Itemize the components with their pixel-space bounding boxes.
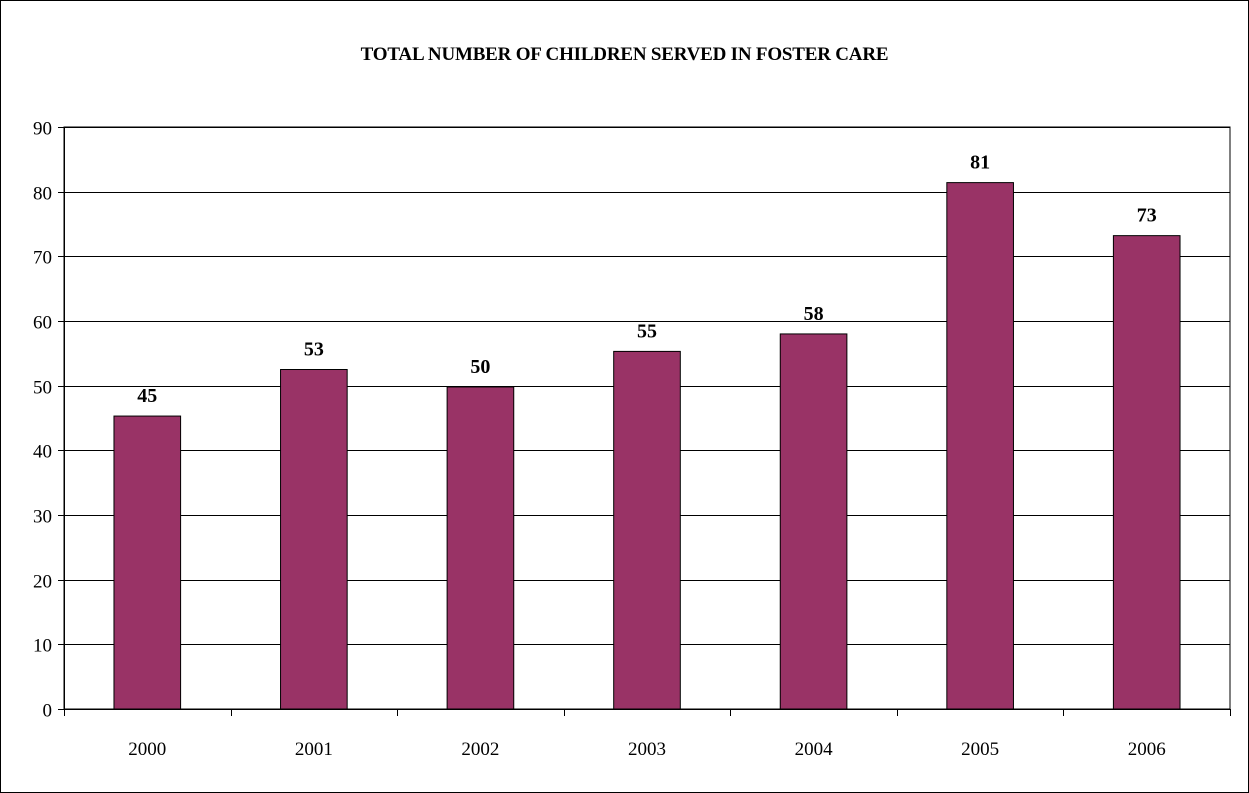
x-tick-label-2001: 2001 [295, 739, 333, 760]
data-label-2002: 50 [470, 356, 490, 378]
y-tick-label: 30 [33, 507, 52, 528]
bar-2004 [779, 333, 848, 710]
y-tick-label: 80 [33, 184, 52, 205]
x-tick-label-2006: 2006 [1128, 739, 1166, 760]
y-tick-label: 60 [33, 313, 52, 334]
x-tick-label-2002: 2002 [461, 739, 499, 760]
data-label-2003: 55 [637, 320, 657, 342]
y-tick-label: 40 [33, 442, 52, 463]
y-tick-label: 10 [33, 636, 52, 657]
x-tick-label-2005: 2005 [961, 739, 999, 760]
y-tick-label: 90 [33, 119, 52, 140]
data-label-2004: 58 [804, 303, 824, 325]
x-tick-label-2000: 2000 [128, 739, 166, 760]
y-tick-label: 0 [43, 701, 53, 722]
y-tick-label: 20 [33, 572, 52, 593]
data-label-2000: 45 [137, 385, 157, 407]
bar-2000 [113, 415, 182, 710]
data-label-2006: 73 [1137, 205, 1157, 227]
data-label-2005: 81 [970, 152, 990, 174]
x-tick-label-2004: 2004 [795, 739, 834, 760]
bar-2003 [613, 350, 681, 710]
data-label-2001: 53 [304, 339, 324, 361]
chart-title: TOTAL NUMBER OF CHILDREN SERVED IN FOSTE… [360, 44, 889, 65]
x-tick-label-2003: 2003 [628, 739, 666, 760]
y-tick-label: 50 [33, 378, 52, 399]
bar-2002 [446, 386, 515, 710]
bar-2005 [946, 182, 1014, 710]
y-tick-label: 70 [33, 248, 52, 269]
bar-2001 [280, 369, 348, 710]
bar-2006 [1112, 235, 1181, 710]
